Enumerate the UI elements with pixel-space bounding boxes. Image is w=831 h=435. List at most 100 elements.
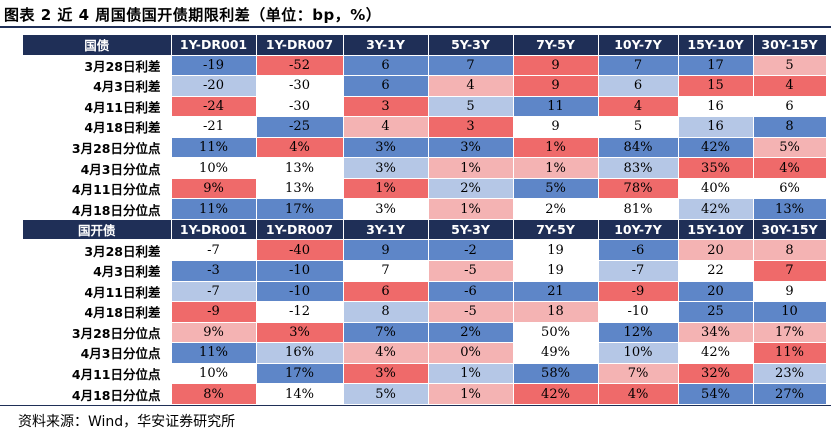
row-label: 4月18日利差 [23,116,172,138]
row-label: 4月18日分位点 [23,198,172,220]
value-cell: 3% [343,198,429,220]
table-row: 4月3日利差 -20 -30 6 4 9 6 15 4 [23,75,827,97]
value-cell: 1% [343,178,429,200]
value-cell: -19 [171,55,257,77]
value-cell: 16% [256,342,344,364]
value-cell: 21 [513,281,599,303]
value-cell: 25 [678,301,754,323]
value-cell: 5 [598,116,679,138]
value-cell: 6 [343,55,429,77]
column-header: 1Y-DR007 [256,219,344,241]
row-label: 4月18日利差 [23,301,172,323]
value-cell: -12 [256,301,344,323]
value-cell: 4 [428,75,514,97]
row-label: 3月28日利差 [23,55,172,77]
value-cell: -2 [428,239,514,262]
column-header: 1Y-DR001 [171,219,257,241]
row-label: 4月11日利差 [23,96,172,118]
value-cell: 7% [343,322,429,344]
value-cell: 13% [753,198,827,220]
value-cell: -3 [171,260,257,282]
value-cell: 34% [678,322,754,344]
column-header: 7Y-5Y [513,219,599,241]
value-cell: 8% [171,383,257,405]
value-cell: 3% [343,157,429,179]
row-label: 4月3日分位点 [23,342,172,364]
value-cell: 7 [428,55,514,77]
value-cell: -5 [428,301,514,323]
value-cell: -10 [256,260,344,282]
value-cell: 17% [256,363,344,385]
value-cell: 17% [256,198,344,220]
table-row: 4月3日分位点 10% 13% 3% 1% 1% 83% 35% 4% [23,157,827,179]
value-cell: 10 [753,301,827,323]
column-header: 15Y-10Y [678,35,754,56]
value-cell: 84% [598,137,679,159]
value-cell: 2% [428,322,514,344]
column-header: 5Y-3Y [428,219,514,241]
value-cell: 1% [513,157,599,179]
value-cell: 20 [678,281,754,303]
table-row: 3月28日利差 -19 -52 6 7 9 7 17 5 [23,55,827,77]
value-cell: 9% [171,322,257,344]
value-cell: 1% [513,137,599,159]
table-row: 4月18日利差 -9 -12 8 -5 18 -10 25 10 [23,301,827,323]
value-cell: -7 [171,281,257,303]
value-cell: -9 [598,281,679,303]
value-cell: 10% [171,157,257,179]
value-cell: 49% [513,342,599,364]
value-cell: 16 [678,96,754,118]
column-header: 3Y-1Y [343,35,429,56]
section-title: 国债 [23,35,172,56]
value-cell: 5% [753,137,827,159]
value-cell: 11% [171,198,257,220]
value-cell: -6 [598,239,679,262]
value-cell: 20 [678,239,754,262]
value-cell: 12% [598,322,679,344]
value-cell: 54% [678,383,754,405]
spread-table: 国债 1Y-DR001 1Y-DR007 3Y-1Y 5Y-3Y 7Y-5Y 10Y-7Y 1… [23,35,827,405]
value-cell: 9 [513,75,599,97]
value-cell: -7 [171,239,257,262]
column-header: 10Y-7Y [598,219,679,241]
table-row: 4月3日利差 -3 -10 7 -5 19 -7 22 7 [23,260,827,282]
table-row: 4月11日利差 -7 -10 6 -6 21 -9 20 9 [23,281,827,303]
value-cell: 0% [428,342,514,364]
table-row: 4月3日分位点 11% 16% 4% 0% 49% 10% 42% 11% [23,342,827,364]
value-cell: 10% [598,342,679,364]
value-cell: -30 [256,75,344,97]
value-cell: 4% [256,137,344,159]
value-cell: 32% [678,363,754,385]
table-row: 4月18日利差 -21 -25 4 3 9 5 16 8 [23,116,827,138]
table-row: 4月18日分位点 11% 17% 3% 1% 2% 81% 42% 13% [23,198,827,220]
column-header: 30Y-15Y [753,219,827,241]
value-cell: 5% [513,178,599,200]
value-cell: 13% [256,178,344,200]
value-cell: 8 [753,239,827,262]
value-cell: 22 [678,260,754,282]
value-cell: 3% [428,137,514,159]
top-rule [0,26,831,28]
value-cell: 17% [753,322,827,344]
value-cell: 8 [753,116,827,138]
value-cell: 2% [513,198,599,220]
row-label: 4月11日分位点 [23,363,172,385]
value-cell: 16 [678,116,754,138]
value-cell: 3 [428,116,514,138]
value-cell: 19 [513,260,599,282]
value-cell: 7% [598,363,679,385]
table-row: 4月18日分位点 8% 14% 5% 1% 42% 4% 54% 27% [23,383,827,405]
value-cell: 4% [753,157,827,179]
value-cell: 35% [678,157,754,179]
value-cell: 4 [753,75,827,97]
value-cell: 11 [513,96,599,118]
value-cell: 10% [171,363,257,385]
value-cell: 1% [428,363,514,385]
section-header-row: 国债 1Y-DR001 1Y-DR007 3Y-1Y 5Y-3Y 7Y-5Y 10Y-7Y 1… [23,35,827,56]
value-cell: -6 [428,281,514,303]
value-cell: 58% [513,363,599,385]
value-cell: -20 [171,75,257,97]
column-header: 1Y-DR001 [171,35,257,56]
value-cell: -40 [256,239,344,262]
column-header: 5Y-3Y [428,35,514,56]
